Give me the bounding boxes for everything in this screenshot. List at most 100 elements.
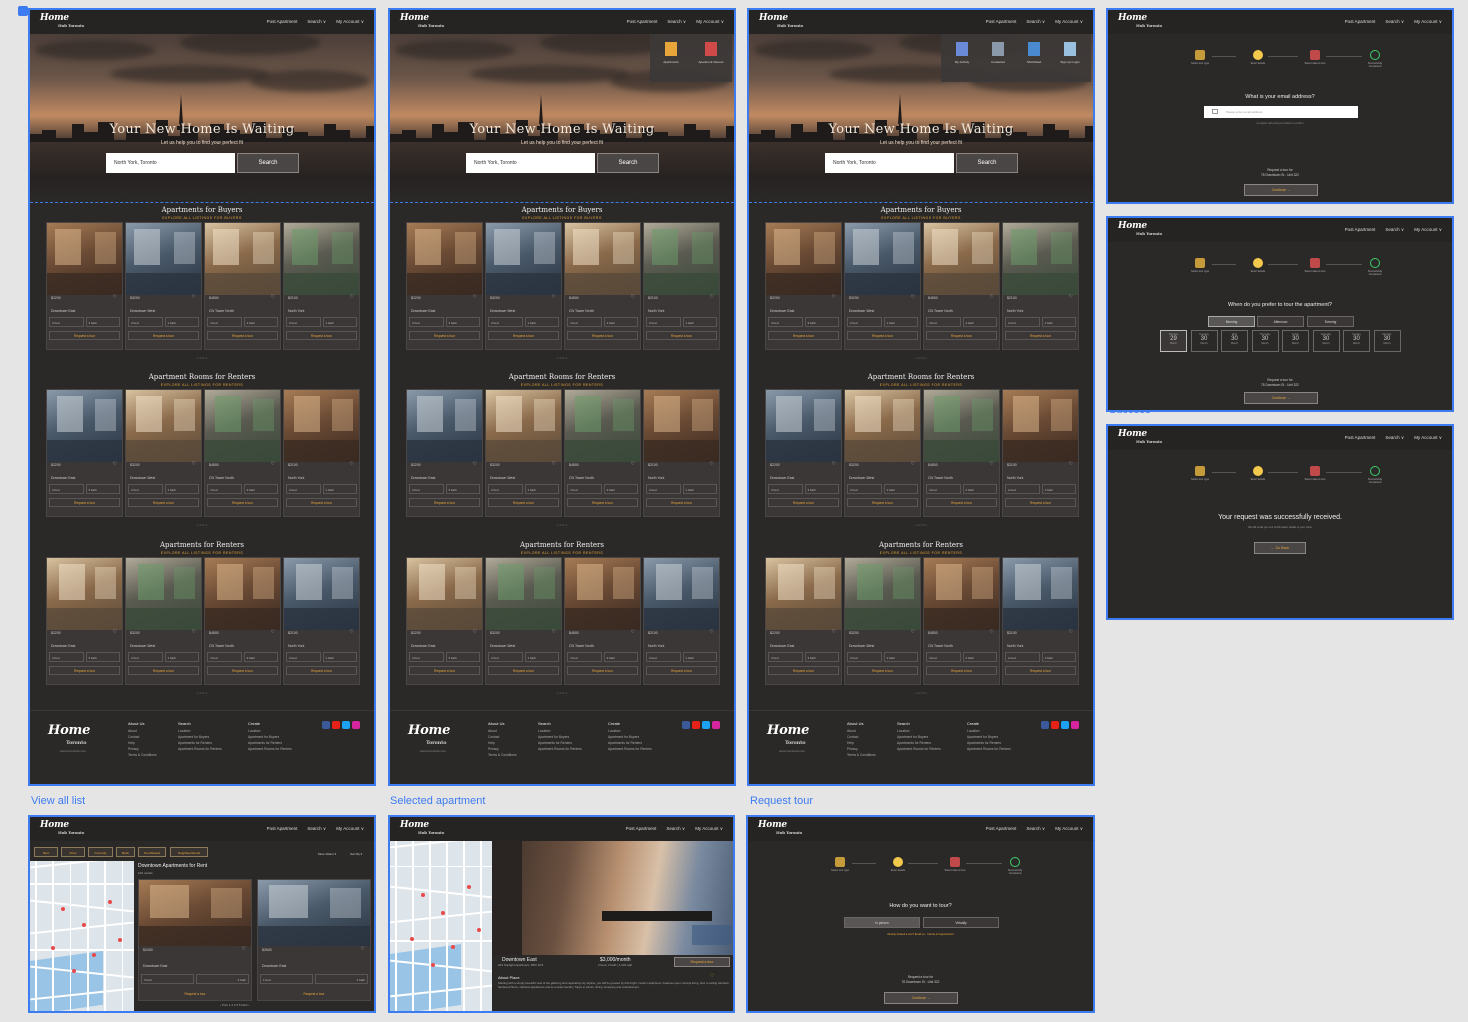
listing-card[interactable]: $3200 ♡ Downtown West 2 bed 1 bath Request a … <box>844 222 921 350</box>
footer-logo[interactable]: Home Toronto <box>408 724 450 749</box>
section-explore-link[interactable]: EXPLORE ALL LISTINGS FOR RENTERS <box>160 383 244 387</box>
listing-photo[interactable] <box>126 390 201 462</box>
listing-card[interactable]: $3200 ♡ Downtown West 2 bed 1 bath Request a … <box>125 389 202 517</box>
twitter-icon[interactable] <box>702 721 710 729</box>
request-tour-button[interactable]: Request a tour <box>1005 498 1076 507</box>
nav-my-account[interactable]: My Account ∨ <box>1414 19 1442 24</box>
request-tour-button[interactable]: Request a tour <box>184 992 206 996</box>
listing-card[interactable]: $2200 ♡ Downtown East 3 bed 3 bath Request a … <box>765 557 842 685</box>
listing-card[interactable]: $2100 ♡ North York 2 bed 1 bath Request a tou… <box>1002 557 1079 685</box>
footer-link[interactable]: About <box>847 729 856 733</box>
request-tour-button[interactable]: Request a tour <box>286 498 357 507</box>
footer-link[interactable]: Apartment Rooms for Renters <box>967 747 1011 751</box>
request-tour-button[interactable]: Request a tour <box>847 331 918 340</box>
footer-link[interactable]: Apartments for Renters <box>248 741 283 745</box>
footer-link[interactable]: Apartments for Renters <box>967 741 1002 745</box>
listing-photo[interactable] <box>924 223 999 295</box>
footer-link[interactable]: Apartments for Renters <box>608 741 643 745</box>
footer-link[interactable]: Apartment for Buyers <box>608 735 640 739</box>
nav-my-account[interactable]: My Account ∨ <box>336 826 364 831</box>
site-logo[interactable]: Home Hub Toronto <box>1118 222 1162 238</box>
nav-my-account[interactable]: My Account ∨ <box>1055 19 1083 24</box>
youtube-icon[interactable] <box>692 721 700 729</box>
listings-map[interactable] <box>30 861 134 1011</box>
footer-link[interactable]: Location <box>967 729 980 733</box>
map-pin-icon[interactable] <box>441 910 445 915</box>
map-pin-icon[interactable] <box>466 884 471 889</box>
email-input[interactable]: Please enter email address <box>1204 106 1358 118</box>
carousel-pager[interactable]: ‹ 1 2 3 4 › <box>555 523 569 527</box>
date-option[interactable]: Saturday 30 March <box>1312 330 1340 352</box>
listing-card[interactable]: $3200 ♡ Downtown West 2 bed 1 bath Request a … <box>485 557 562 685</box>
request-tour-button[interactable]: Request a tour <box>847 498 918 507</box>
footer-link[interactable]: Privacy <box>128 747 139 751</box>
map-pin-icon[interactable] <box>50 945 55 950</box>
listings-map[interactable] <box>390 841 492 1011</box>
nav-search-menu[interactable]: Search ∨ <box>1385 227 1405 232</box>
listing-photo[interactable] <box>47 390 122 462</box>
footer-link[interactable]: Location <box>178 729 191 733</box>
favorite-heart-icon[interactable]: ♡ <box>910 629 915 635</box>
map-pin-icon[interactable] <box>82 922 86 927</box>
listing-photo[interactable] <box>284 390 359 462</box>
map-pin-icon[interactable] <box>71 968 76 973</box>
footer-link[interactable]: Terms & Conditions <box>847 753 876 757</box>
listing-card[interactable]: $2600 ♡ Downtown East 1 bed 1 bath Request a … <box>257 879 371 1001</box>
search-button[interactable]: Search <box>597 153 659 173</box>
carousel-pager[interactable]: ‹ 1 2 3 4 › <box>195 356 209 360</box>
nav-post-apartment[interactable]: Post Apartment <box>625 826 657 831</box>
footer-link[interactable]: Apartments for Renters <box>897 741 932 745</box>
listing-card[interactable]: $2400 ♡ Downtown East 3 bed 2 bath Request a … <box>138 879 252 1001</box>
footer-link[interactable]: Location <box>248 729 261 733</box>
request-tour-button[interactable]: Request a tour <box>128 331 199 340</box>
listing-photo[interactable] <box>126 558 201 630</box>
nav-search-menu[interactable]: Search ∨ <box>1385 435 1405 440</box>
request-tour-button[interactable]: Request a tour <box>646 331 717 340</box>
listing-card[interactable]: $4800 ♡ CN Tower North 4 bed 4 bath Request a… <box>204 222 281 350</box>
listing-photo[interactable] <box>407 390 482 462</box>
footer-logo[interactable]: Home Toronto <box>767 724 809 749</box>
request-tour-button[interactable]: Request a tour <box>49 498 120 507</box>
listing-photo[interactable] <box>205 558 280 630</box>
listing-card[interactable]: $4800 ♡ CN Tower North 4 bed 4 bath Request a… <box>923 557 1000 685</box>
listing-photo[interactable] <box>284 558 359 630</box>
location-search-input[interactable]: North York, Toronto <box>466 153 595 173</box>
request-tour-button[interactable]: Request a tour <box>409 331 480 340</box>
facebook-icon[interactable] <box>682 721 690 729</box>
map-pin-icon[interactable] <box>92 953 97 958</box>
search-button[interactable]: Search <box>237 153 299 173</box>
listing-card[interactable]: $2200 ♡ Downtown East 3 bed 3 bath Request a … <box>406 389 483 517</box>
map-pin-icon[interactable] <box>420 893 425 898</box>
carousel-pager[interactable]: ‹ 1 2 3 4 › <box>914 691 928 695</box>
listing-photo[interactable] <box>47 558 122 630</box>
favorite-heart-icon[interactable]: ♡ <box>112 629 117 635</box>
filter-chip[interactable]: Neighbourhoods <box>170 847 208 857</box>
footer-link[interactable]: Apartments for Renters <box>178 741 213 745</box>
request-tour-button[interactable]: Request a tour <box>128 498 199 507</box>
nav-my-account[interactable]: My Account ∨ <box>1414 227 1442 232</box>
date-option[interactable]: Monday 30 March <box>1373 330 1401 352</box>
listing-photo[interactable] <box>47 223 122 295</box>
listing-card[interactable]: $2200 ♡ Downtown East 3 bed 3 bath Request a … <box>765 222 842 350</box>
request-tour-button[interactable]: Request a tour <box>128 666 199 675</box>
listing-card[interactable]: $2200 ♡ Downtown East 3 bed 3 bath Request a … <box>46 557 123 685</box>
footer-link[interactable]: Apartments for Renters <box>538 741 573 745</box>
favorite-heart-icon[interactable]: ♡ <box>112 461 117 467</box>
listing-card[interactable]: $4800 ♡ CN Tower North 4 bed 4 bath Request a… <box>923 389 1000 517</box>
listing-card[interactable]: $2100 ♡ North York 2 bed 1 bath Request a tou… <box>283 389 360 517</box>
request-tour-button[interactable]: Request a tour <box>567 498 638 507</box>
footer-link[interactable]: About <box>488 729 497 733</box>
favorite-heart-icon[interactable]: ♡ <box>551 461 556 467</box>
listing-card[interactable]: $4800 ♡ CN Tower North 4 bed 4 bath Request a… <box>564 557 641 685</box>
filter-chip[interactable]: Rent <box>34 847 58 857</box>
listing-card[interactable]: $2200 ♡ Downtown East 3 bed 3 bath Request a … <box>406 222 483 350</box>
request-tour-button[interactable]: Request a tour <box>567 331 638 340</box>
nav-search-menu[interactable]: Search ∨ <box>1385 19 1405 24</box>
more-filters-button[interactable]: More Filters ▾ <box>318 852 337 856</box>
section-explore-link[interactable]: EXPLORE ALL LISTINGS FOR RENTERS <box>879 551 963 555</box>
listing-photo[interactable] <box>407 223 482 295</box>
map-pin-icon[interactable] <box>118 938 123 942</box>
listing-card[interactable]: $2200 ♡ Downtown East 3 bed 3 bath Request a … <box>406 557 483 685</box>
quick-menu-item[interactable]: Apartment Owners <box>698 42 724 82</box>
favorite-heart-icon[interactable]: ♡ <box>472 629 477 635</box>
